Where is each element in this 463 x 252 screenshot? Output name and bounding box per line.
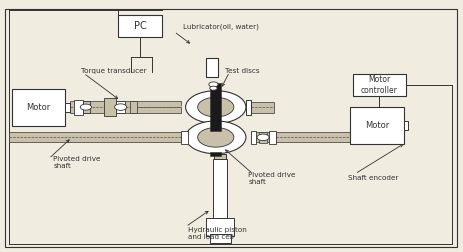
Bar	[65, 103, 69, 112]
Bar	[69, 101, 181, 113]
Bar	[269, 131, 275, 144]
Circle shape	[209, 86, 217, 90]
Bar	[104, 98, 116, 116]
Text: PC: PC	[134, 21, 146, 31]
Text: Shaft encoder: Shaft encoder	[347, 175, 398, 181]
Bar	[74, 100, 82, 115]
Bar	[118, 15, 162, 37]
Circle shape	[185, 91, 245, 123]
Bar	[210, 152, 221, 156]
Bar	[116, 101, 125, 113]
Circle shape	[185, 121, 245, 154]
Bar	[181, 131, 188, 144]
Circle shape	[208, 82, 218, 87]
Bar	[258, 132, 267, 143]
Bar	[250, 102, 273, 113]
Circle shape	[257, 134, 269, 141]
Circle shape	[197, 128, 233, 147]
Text: Motor: Motor	[364, 121, 388, 130]
Bar	[250, 132, 271, 142]
Bar	[403, 121, 407, 130]
Bar	[12, 89, 65, 126]
Bar	[245, 100, 251, 115]
Bar	[350, 107, 403, 144]
Bar	[130, 101, 137, 113]
Text: Pivoted drive
shaft: Pivoted drive shaft	[248, 172, 295, 185]
Text: Hydraulic piston
and load cell: Hydraulic piston and load cell	[188, 227, 246, 240]
Circle shape	[80, 104, 91, 110]
Circle shape	[197, 97, 233, 117]
Text: Motor: Motor	[26, 103, 50, 112]
Bar	[206, 218, 234, 236]
Text: Motor
controller: Motor controller	[360, 75, 397, 95]
Circle shape	[114, 104, 126, 110]
Bar	[206, 58, 218, 77]
Text: Torque transducer: Torque transducer	[81, 68, 146, 74]
Text: Pivoted drive
shaft: Pivoted drive shaft	[53, 156, 100, 169]
Bar	[213, 159, 227, 219]
Text: Lubricator(oil, water): Lubricator(oil, water)	[183, 23, 259, 30]
Bar	[352, 74, 405, 96]
Bar	[214, 154, 226, 159]
Bar	[82, 101, 89, 113]
Bar	[210, 83, 221, 131]
Bar	[250, 131, 256, 144]
Bar	[9, 132, 181, 142]
Bar	[275, 132, 350, 142]
Bar	[210, 234, 230, 243]
Text: Test discs: Test discs	[225, 68, 259, 74]
